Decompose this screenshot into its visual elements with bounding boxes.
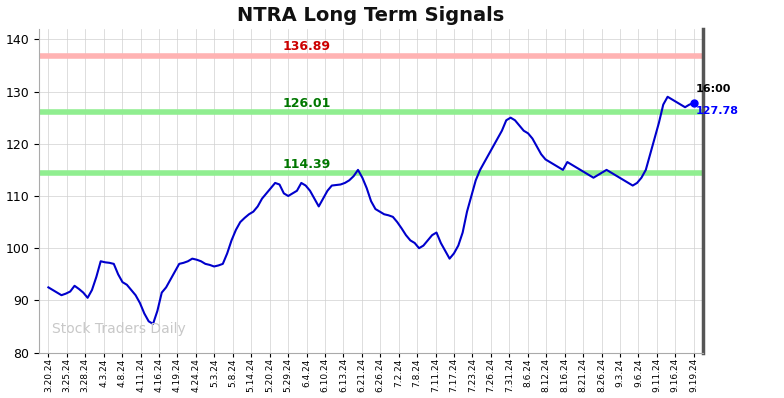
Title: NTRA Long Term Signals: NTRA Long Term Signals [238,6,505,25]
Text: 114.39: 114.39 [282,158,331,171]
Text: 16:00: 16:00 [695,84,731,94]
Text: 126.01: 126.01 [282,97,331,110]
Text: 127.78: 127.78 [695,106,739,116]
Text: 136.89: 136.89 [282,41,331,53]
Text: Stock Traders Daily: Stock Traders Daily [53,322,186,336]
